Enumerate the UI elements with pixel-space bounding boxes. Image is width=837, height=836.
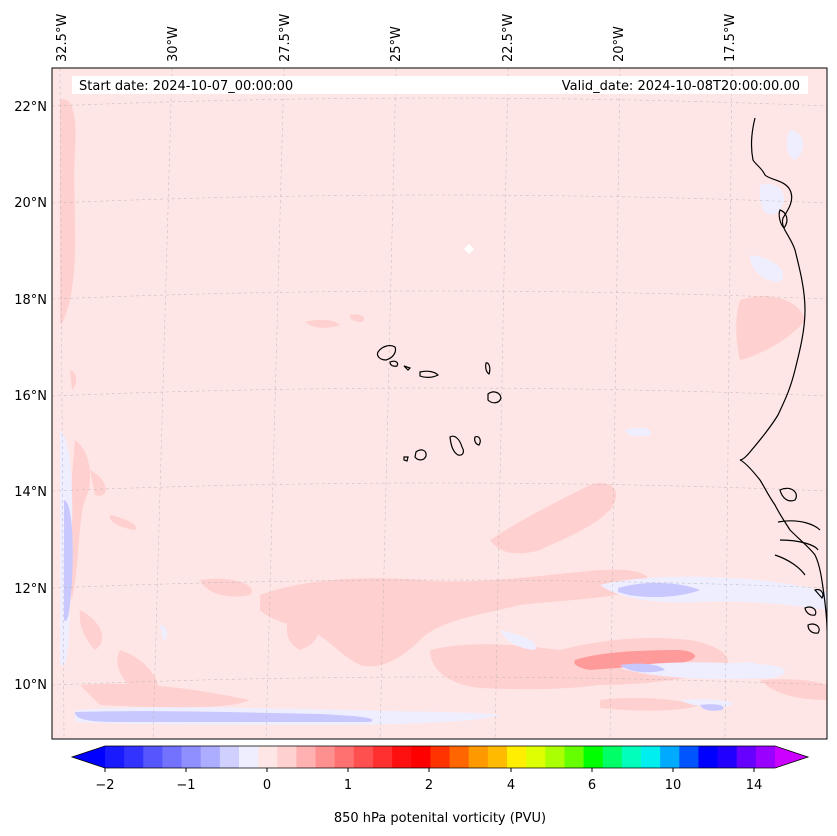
fogo-island xyxy=(414,449,427,461)
colorbar-cell xyxy=(545,746,565,768)
colorbar-over-arrow xyxy=(775,746,808,768)
colorbar-cell xyxy=(219,746,240,768)
west-africa-coastline xyxy=(739,117,827,631)
colorbar-cell xyxy=(564,746,584,768)
santiago-island xyxy=(449,435,464,456)
colorbar-cell xyxy=(679,746,699,768)
colorbar-cell xyxy=(392,746,412,768)
pv-field-low xyxy=(64,500,724,722)
gridlines xyxy=(52,68,827,739)
colorbar-label: 850 hPa potenital vorticity (PVU) xyxy=(334,811,546,826)
lon-label-1: 32.5°W xyxy=(55,14,70,62)
lat-label-7: 10°N xyxy=(14,678,47,693)
cb-tick-6: 4 xyxy=(507,778,515,793)
lat-label-5: 14°N xyxy=(14,485,47,500)
colorbar-cell xyxy=(755,746,776,768)
cb-tick-7: 6 xyxy=(588,778,596,793)
cb-tick-2: −1 xyxy=(176,778,195,793)
colorbar-cell xyxy=(162,746,182,768)
colorbar-cell xyxy=(181,746,202,768)
latitude-labels: 22°N 20°N 18°N 16°N 14°N 12°N 10°N xyxy=(14,100,47,693)
colorbar-cell xyxy=(507,746,527,768)
lon-label-4: 25°W xyxy=(389,26,404,62)
santa-luzia-island xyxy=(403,365,412,371)
cb-tick-8: 10 xyxy=(665,778,682,793)
colorbar-cell xyxy=(411,746,431,768)
colorbar-cell xyxy=(124,746,144,768)
colorbar-cell xyxy=(239,746,259,768)
cape-verde-islands xyxy=(376,345,502,462)
colorbar-under-arrow xyxy=(72,746,105,768)
colorbar-cell xyxy=(583,746,604,768)
colorbar-cell xyxy=(315,746,336,768)
colorbar-cells xyxy=(105,746,776,768)
sao-vicente-island xyxy=(389,360,399,367)
colorbar-cell xyxy=(698,746,718,768)
colorbar-cell xyxy=(258,746,278,768)
colorbar-ticks xyxy=(104,768,755,772)
map-background xyxy=(52,68,827,739)
pv-zero-spot xyxy=(464,244,474,254)
colorbar-cell xyxy=(430,746,450,768)
lat-label-2: 20°N xyxy=(14,196,47,211)
colorbar-cell xyxy=(105,746,125,768)
lat-label-4: 16°N xyxy=(14,389,47,404)
info-box xyxy=(72,76,808,94)
lat-label-3: 18°N xyxy=(14,293,47,308)
lat-label-1: 22°N xyxy=(14,100,47,115)
valid-date-label: Valid_date: 2024-10-08T20:00:00.00 xyxy=(562,79,800,94)
colorbar-cell xyxy=(373,746,393,768)
cb-tick-4: 1 xyxy=(344,778,352,793)
lon-label-6: 20°W xyxy=(612,26,627,62)
colorbar-cell xyxy=(526,746,546,768)
cb-tick-5: 2 xyxy=(425,778,433,793)
colorbar-cell xyxy=(717,746,738,768)
colorbar: −2 −1 0 1 2 4 6 10 14 850 hPa potenital … xyxy=(70,745,810,826)
lon-label-5: 22.5°W xyxy=(501,14,516,62)
maio-island xyxy=(474,435,481,446)
colorbar-cell xyxy=(353,746,374,768)
colorbar-cell xyxy=(200,746,221,768)
pv-field-high xyxy=(574,650,695,670)
lon-label-3: 27.5°W xyxy=(278,14,293,62)
colorbar-cell xyxy=(641,746,661,768)
lon-label-7: 17.5°W xyxy=(723,14,738,62)
sal-island xyxy=(485,362,491,375)
lat-label-6: 12°N xyxy=(14,582,47,597)
cb-tick-9: 14 xyxy=(746,778,763,793)
colorbar-cell xyxy=(602,746,623,768)
colorbar-cell xyxy=(468,746,489,768)
cb-tick-3: 0 xyxy=(263,778,271,793)
colorbar-cell xyxy=(449,746,470,768)
colorbar-cell xyxy=(487,746,508,768)
map-frame xyxy=(51,67,828,740)
coastlines xyxy=(739,117,827,634)
colorbar-tick-labels: −2 −1 0 1 2 4 6 10 14 xyxy=(95,778,762,793)
cb-tick-1: −2 xyxy=(95,778,114,793)
colorbar-cell xyxy=(736,746,757,768)
map-panel xyxy=(52,68,827,739)
colorbar-cell xyxy=(660,746,680,768)
longitude-labels: 32.5°W 30°W 27.5°W 25°W 22.5°W 20°W 17.5… xyxy=(55,14,738,62)
santo-antao-island xyxy=(376,345,397,361)
colorbar-cell xyxy=(143,746,163,768)
boa-vista-island xyxy=(487,391,502,404)
colorbar-cell xyxy=(334,746,355,768)
sao-nicolau-island xyxy=(419,370,440,378)
lon-label-2: 30°W xyxy=(166,26,181,62)
colorbar-cell xyxy=(296,746,316,768)
brava-island xyxy=(403,456,409,462)
start-date-label: Start date: 2024-10-07_00:00:00 xyxy=(79,79,293,94)
colorbar-cell xyxy=(277,746,297,768)
colorbar-cell xyxy=(621,746,642,768)
